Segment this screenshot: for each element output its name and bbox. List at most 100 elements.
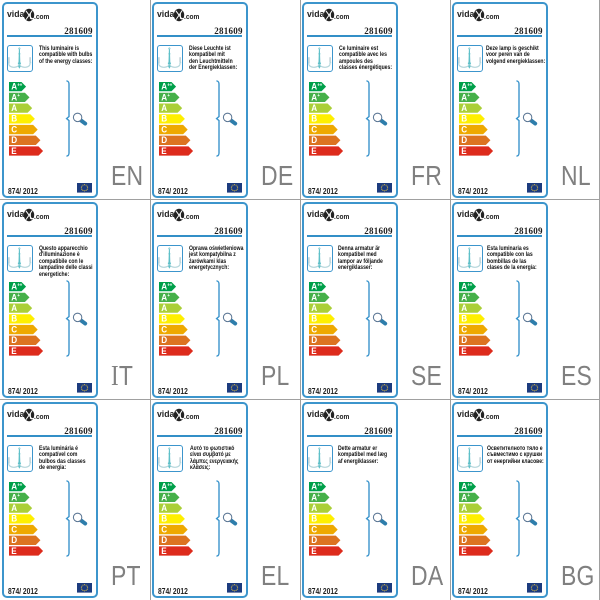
svg-text:++: ++ <box>467 482 472 487</box>
svg-text:C: C <box>11 323 17 334</box>
svg-text:B: B <box>161 513 167 524</box>
svg-text:D: D <box>461 334 467 345</box>
svg-text:A: A <box>161 482 167 492</box>
svg-text:A: A <box>161 282 167 292</box>
svg-text:A: A <box>461 491 467 502</box>
svg-text:B: B <box>461 513 467 524</box>
svg-text:vida: vida <box>457 409 475 419</box>
svg-text:A: A <box>161 491 167 502</box>
svg-text:D: D <box>161 334 167 345</box>
svg-text:vida: vida <box>307 9 325 19</box>
svg-text:++: ++ <box>317 82 322 87</box>
svg-text:E: E <box>161 345 166 356</box>
svg-text:E: E <box>311 345 316 356</box>
svg-text:E: E <box>161 545 166 556</box>
svg-text:+: + <box>167 292 170 297</box>
svg-text:A: A <box>11 482 17 492</box>
svg-text:A: A <box>461 102 467 113</box>
svg-text:vida: vida <box>307 409 325 419</box>
svg-text:A: A <box>311 91 317 102</box>
svg-text:+: + <box>167 92 170 97</box>
svg-text:+: + <box>317 492 320 497</box>
svg-text:.com: .com <box>484 14 499 21</box>
svg-text:A: A <box>11 91 17 102</box>
svg-text:A: A <box>161 502 167 513</box>
svg-text:A: A <box>11 102 17 113</box>
svg-text:D: D <box>161 534 167 545</box>
svg-text:A: A <box>311 302 317 313</box>
svg-text:E: E <box>11 145 16 156</box>
svg-text:D: D <box>11 134 17 145</box>
svg-text:.com: .com <box>184 414 199 421</box>
svg-text:++: ++ <box>467 82 472 87</box>
svg-text:A: A <box>11 302 17 313</box>
svg-text:A: A <box>461 82 467 92</box>
svg-text:D: D <box>11 534 17 545</box>
svg-text:B: B <box>161 313 167 324</box>
svg-text:A: A <box>461 482 467 492</box>
svg-text:++: ++ <box>167 482 172 487</box>
svg-text:++: ++ <box>17 82 22 87</box>
svg-text:A: A <box>161 102 167 113</box>
svg-text:A: A <box>311 491 317 502</box>
svg-text:E: E <box>461 545 466 556</box>
svg-text:vida: vida <box>157 9 175 19</box>
svg-text:vida: vida <box>457 209 475 219</box>
svg-text:+: + <box>467 492 470 497</box>
svg-text:B: B <box>11 513 17 524</box>
svg-text:.com: .com <box>334 14 349 21</box>
svg-text:vida: vida <box>7 209 25 219</box>
svg-text:++: ++ <box>317 482 322 487</box>
svg-text:D: D <box>11 334 17 345</box>
svg-text:B: B <box>461 313 467 324</box>
svg-text:D: D <box>311 134 317 145</box>
svg-text:A: A <box>311 82 317 92</box>
svg-text:vida: vida <box>307 209 325 219</box>
svg-text:.com: .com <box>34 14 49 21</box>
svg-text:.com: .com <box>484 414 499 421</box>
svg-text:E: E <box>461 145 466 156</box>
svg-text:E: E <box>311 545 316 556</box>
svg-text:D: D <box>461 534 467 545</box>
svg-text:C: C <box>311 123 317 134</box>
svg-text:.com: .com <box>334 214 349 221</box>
svg-text:++: ++ <box>17 482 22 487</box>
svg-text:E: E <box>161 145 166 156</box>
svg-text:A: A <box>11 82 17 92</box>
svg-text:+: + <box>317 292 320 297</box>
svg-text:E: E <box>461 345 466 356</box>
svg-text:C: C <box>161 123 167 134</box>
svg-text:A: A <box>461 291 467 302</box>
svg-text:B: B <box>311 513 317 524</box>
svg-text:vida: vida <box>7 9 25 19</box>
svg-text:C: C <box>161 323 167 334</box>
svg-text:++: ++ <box>167 282 172 287</box>
svg-text:C: C <box>311 323 317 334</box>
svg-text:vida: vida <box>157 209 175 219</box>
svg-text:vida: vida <box>157 409 175 419</box>
svg-text:C: C <box>11 523 17 534</box>
svg-text:vida: vida <box>7 409 25 419</box>
svg-text:+: + <box>17 292 20 297</box>
svg-text:B: B <box>311 113 317 124</box>
svg-text:A: A <box>311 282 317 292</box>
svg-text:.com: .com <box>34 214 49 221</box>
svg-text:A: A <box>461 91 467 102</box>
svg-text:D: D <box>161 134 167 145</box>
svg-text:B: B <box>311 313 317 324</box>
svg-text:B: B <box>11 313 17 324</box>
svg-text:++: ++ <box>167 82 172 87</box>
svg-text:B: B <box>11 113 17 124</box>
svg-text:E: E <box>311 145 316 156</box>
svg-text:.com: .com <box>184 14 199 21</box>
svg-text:C: C <box>461 323 467 334</box>
svg-text:D: D <box>311 534 317 545</box>
svg-text:.com: .com <box>334 414 349 421</box>
svg-text:C: C <box>11 123 17 134</box>
svg-text:+: + <box>317 92 320 97</box>
svg-text:B: B <box>461 113 467 124</box>
svg-text:++: ++ <box>317 282 322 287</box>
svg-text:A: A <box>311 291 317 302</box>
svg-text:A: A <box>461 282 467 292</box>
svg-text:A: A <box>311 102 317 113</box>
